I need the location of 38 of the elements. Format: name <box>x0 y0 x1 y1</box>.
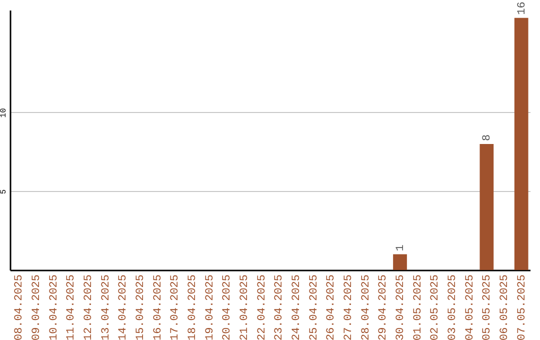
bar <box>480 144 494 270</box>
x-tick-label: 17.04.2025 <box>170 274 182 340</box>
y-tick-label: 5 <box>0 189 8 194</box>
bar <box>393 254 407 270</box>
x-tick-label: 25.04.2025 <box>308 274 320 340</box>
x-tick-label: 21.04.2025 <box>239 274 251 340</box>
x-tick-label: 06.05.2025 <box>499 274 511 340</box>
x-tick-label: 12.04.2025 <box>83 274 95 340</box>
x-tick-label: 23.04.2025 <box>274 274 286 340</box>
x-tick-label: 04.05.2025 <box>464 274 476 340</box>
x-tick-label: 20.04.2025 <box>222 274 234 340</box>
data-label: 1 <box>395 244 407 252</box>
x-tick-label: 28.04.2025 <box>360 274 372 340</box>
bar <box>514 18 528 270</box>
x-tick-label: 11.04.2025 <box>66 274 78 340</box>
x-tick-label: 10.04.2025 <box>48 274 60 340</box>
x-tick-label: 27.04.2025 <box>343 274 355 340</box>
x-tick-label: 05.05.2025 <box>482 274 494 340</box>
data-label: 16 <box>516 2 528 15</box>
x-tick-label: 30.04.2025 <box>395 274 407 340</box>
x-tick-label: 19.04.2025 <box>204 274 216 340</box>
x-tick-label: 01.05.2025 <box>412 274 424 340</box>
x-tick-label: 13.04.2025 <box>100 274 112 340</box>
x-tick-label: 29.04.2025 <box>378 274 390 340</box>
x-tick-label: 09.04.2025 <box>31 274 43 340</box>
x-tick-label: 18.04.2025 <box>187 274 199 340</box>
x-tick-label: 16.04.2025 <box>152 274 164 340</box>
x-tick-label: 07.05.2025 <box>516 274 528 340</box>
x-tick-label: 03.05.2025 <box>447 274 459 340</box>
x-tick-label: 15.04.2025 <box>135 274 147 340</box>
x-tick-label: 22.04.2025 <box>256 274 268 340</box>
x-tick-label: 08.04.2025 <box>14 274 26 340</box>
x-tick-label: 14.04.2025 <box>118 274 130 340</box>
x-tick-label: 26.04.2025 <box>326 274 338 340</box>
x-tick-label: 02.05.2025 <box>430 274 442 340</box>
x-tick-label: 24.04.2025 <box>291 274 303 340</box>
data-label: 8 <box>482 134 494 141</box>
y-tick-label: 10 <box>0 108 8 118</box>
